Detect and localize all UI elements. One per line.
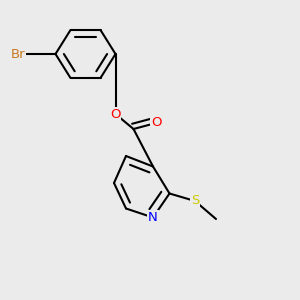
Text: Br: Br	[11, 47, 26, 61]
Text: N: N	[148, 211, 158, 224]
Text: O: O	[151, 116, 161, 130]
Text: O: O	[110, 107, 121, 121]
Text: S: S	[191, 194, 199, 208]
